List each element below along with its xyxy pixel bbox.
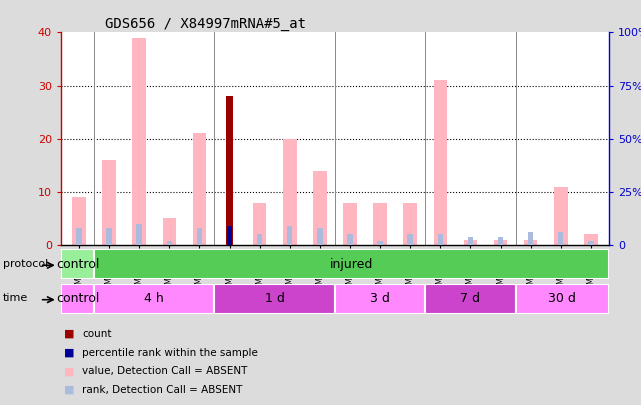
Text: ■: ■ <box>64 329 74 339</box>
Text: ■: ■ <box>64 385 74 395</box>
Bar <box>468 237 473 245</box>
Text: 1 d: 1 d <box>265 292 285 305</box>
Bar <box>103 160 116 245</box>
Text: control: control <box>56 292 99 305</box>
Text: injured: injured <box>330 258 373 271</box>
Bar <box>378 241 383 245</box>
Bar <box>287 226 292 245</box>
Text: protocol: protocol <box>3 259 49 269</box>
Text: time: time <box>3 294 28 303</box>
Text: 3 d: 3 d <box>370 292 390 305</box>
Bar <box>524 240 537 245</box>
Bar <box>215 284 335 314</box>
Bar <box>347 234 353 245</box>
Bar <box>558 232 563 245</box>
Bar <box>588 241 594 245</box>
Bar <box>433 80 447 245</box>
Bar <box>163 218 176 245</box>
Bar <box>584 234 597 245</box>
Bar <box>94 284 215 314</box>
Text: ■: ■ <box>64 367 74 376</box>
Bar <box>253 202 267 245</box>
Bar <box>257 234 262 245</box>
Bar <box>494 240 507 245</box>
Bar <box>61 284 94 314</box>
Bar <box>498 237 503 245</box>
Text: value, Detection Call = ABSENT: value, Detection Call = ABSENT <box>82 367 247 376</box>
Bar <box>61 249 94 279</box>
Bar <box>403 202 417 245</box>
Bar <box>197 228 202 245</box>
Bar <box>343 202 357 245</box>
Bar <box>425 284 515 314</box>
Bar <box>106 228 112 245</box>
Bar <box>317 228 322 245</box>
Text: count: count <box>82 329 112 339</box>
Bar <box>283 139 297 245</box>
Bar <box>133 38 146 245</box>
Text: rank, Detection Call = ABSENT: rank, Detection Call = ABSENT <box>82 385 242 395</box>
Bar <box>463 240 477 245</box>
Bar <box>226 96 233 245</box>
Bar <box>554 187 567 245</box>
Text: ■: ■ <box>64 348 74 358</box>
Bar <box>76 228 81 245</box>
Bar <box>438 234 443 245</box>
Bar <box>528 232 533 245</box>
Bar <box>167 241 172 245</box>
Bar <box>408 234 413 245</box>
Text: control: control <box>56 258 99 271</box>
Bar <box>72 197 86 245</box>
Text: GDS656 / X84997mRNA#5_at: GDS656 / X84997mRNA#5_at <box>104 17 306 31</box>
Bar <box>227 226 232 245</box>
Bar <box>193 133 206 245</box>
Bar <box>515 284 609 314</box>
Text: 30 d: 30 d <box>548 292 576 305</box>
Bar <box>335 284 425 314</box>
Bar <box>313 171 327 245</box>
Text: percentile rank within the sample: percentile rank within the sample <box>82 348 258 358</box>
Text: 7 d: 7 d <box>460 292 481 305</box>
Bar <box>373 202 387 245</box>
Text: 4 h: 4 h <box>144 292 164 305</box>
Bar <box>137 224 142 245</box>
